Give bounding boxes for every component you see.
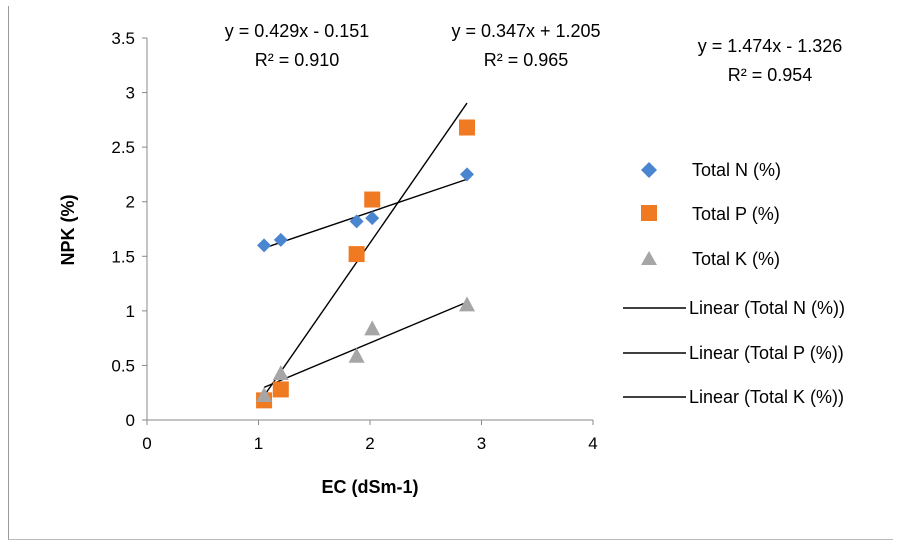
legend-label-linear-n: Linear (Total N (%)): [689, 298, 845, 318]
legend-label-linear-k: Linear (Total K (%)): [689, 387, 844, 407]
diamond-marker-icon: [641, 162, 657, 178]
y-tick-label: 1: [126, 302, 135, 321]
data-point-square: [364, 191, 381, 208]
legend-label-linear-p: Linear (Total P (%)): [689, 343, 844, 363]
trendline-3: [263, 301, 468, 389]
legend-item-total-p: Total P (%): [641, 204, 780, 224]
data-point-diamond: [273, 232, 288, 247]
x-axis-title: EC (dSm-1): [321, 477, 418, 497]
data-point-triangle: [272, 365, 289, 381]
annotation-3-r2: R² = 0.954: [728, 65, 813, 85]
data-points: [256, 119, 476, 409]
square-marker-icon: [641, 205, 657, 221]
annotation-3-equation: y = 1.474x - 1.326: [698, 36, 843, 56]
annotation-1-r2: R² = 0.910: [255, 50, 340, 70]
x-tick-label: 2: [365, 434, 374, 453]
data-point-diamond: [460, 167, 475, 182]
y-tick-label: 0.5: [111, 356, 135, 375]
triangle-marker-icon: [641, 251, 657, 265]
y-tick-label: 3.5: [111, 29, 135, 48]
data-point-triangle: [364, 320, 381, 336]
legend-item-total-k: Total K (%): [641, 249, 780, 269]
data-point-diamond: [365, 211, 380, 226]
y-axis-title: NPK (%): [58, 194, 78, 265]
x-tick-label: 4: [588, 434, 597, 453]
x-tick-label: 3: [477, 434, 486, 453]
legend-item-linear-n: Linear (Total N (%)): [623, 298, 845, 318]
legend-item-total-n: Total N (%): [641, 160, 781, 180]
data-point-diamond: [349, 214, 364, 229]
y-tick-label: 3: [126, 84, 135, 103]
y-tick-label: 2: [126, 193, 135, 212]
trendlines: [263, 102, 468, 397]
data-point-triangle: [256, 386, 273, 402]
data-point-triangle: [348, 347, 365, 363]
annotation-1-equation: y = 0.429x - 0.151: [225, 21, 370, 41]
legend: Total N (%) Total P (%) Total K (%) Line…: [623, 160, 845, 407]
y-tick-label: 2.5: [111, 138, 135, 157]
annotation-2-equation: y = 0.347x + 1.205: [451, 21, 600, 41]
annotation-2-r2: R² = 0.965: [484, 50, 569, 70]
data-point-square: [272, 381, 289, 398]
y-tick-label: 0: [126, 411, 135, 430]
data-point-square: [459, 119, 476, 136]
trendline-1: [263, 178, 468, 249]
x-tick-label: 1: [254, 434, 263, 453]
data-point-triangle: [459, 296, 476, 312]
legend-label-total-n: Total N (%): [692, 160, 781, 180]
data-point-square: [348, 246, 365, 263]
data-point-diamond: [257, 238, 272, 253]
legend-label-total-k: Total K (%): [692, 249, 780, 269]
legend-label-total-p: Total P (%): [692, 204, 780, 224]
legend-item-linear-k: Linear (Total K (%)): [623, 387, 844, 407]
y-tick-label: 1.5: [111, 247, 135, 266]
x-tick-label: 0: [142, 434, 151, 453]
trendline-2: [263, 102, 468, 397]
legend-item-linear-p: Linear (Total P (%)): [623, 343, 844, 363]
chart-frame: [8, 6, 893, 540]
axes: 0 0.5 1 1.5 2 2.5 3 3.5 0 1 2 3 4: [111, 29, 597, 453]
